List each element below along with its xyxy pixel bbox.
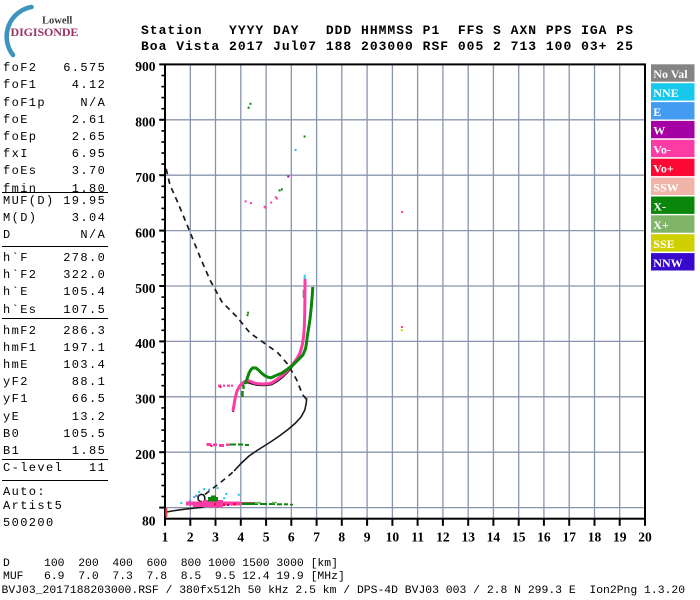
svg-text:12: 12 [436, 529, 450, 544]
svg-text:4: 4 [237, 529, 244, 544]
svg-text:8: 8 [338, 529, 345, 544]
svg-text:13: 13 [461, 529, 475, 544]
svg-text:9: 9 [364, 529, 371, 544]
svg-text:15: 15 [512, 529, 526, 544]
svg-text:10: 10 [386, 529, 400, 544]
svg-text:NNW: NNW [653, 256, 682, 270]
svg-text:18: 18 [588, 529, 602, 544]
svg-text:20: 20 [638, 529, 652, 544]
svg-text:5: 5 [263, 529, 270, 544]
svg-text:X+: X+ [653, 218, 669, 232]
svg-text:SSW: SSW [653, 180, 678, 194]
svg-text:700: 700 [135, 170, 156, 185]
svg-text:W: W [653, 124, 665, 138]
svg-text:11: 11 [411, 529, 424, 544]
svg-text:1: 1 [162, 529, 169, 544]
svg-text:900: 900 [135, 59, 156, 74]
svg-text:800: 800 [135, 115, 156, 130]
svg-text:16: 16 [537, 529, 551, 544]
svg-text:Lowell: Lowell [42, 16, 72, 27]
svg-text:No Val: No Val [653, 67, 688, 81]
svg-text:14: 14 [487, 529, 501, 544]
svg-text:SSE: SSE [653, 237, 674, 251]
svg-text:6: 6 [288, 529, 295, 544]
svg-text:3: 3 [212, 529, 219, 544]
svg-text:200: 200 [135, 447, 156, 462]
svg-text:E: E [653, 105, 661, 119]
svg-text:Vo-: Vo- [653, 143, 671, 157]
svg-text:80: 80 [142, 514, 156, 529]
svg-text:7: 7 [313, 529, 320, 544]
svg-text:17: 17 [562, 529, 576, 544]
svg-text:400: 400 [135, 336, 156, 351]
svg-text:2: 2 [187, 529, 194, 544]
svg-text:19: 19 [613, 529, 627, 544]
svg-text:Vo+: Vo+ [653, 162, 674, 176]
svg-text:X-: X- [653, 199, 666, 213]
svg-text:300: 300 [135, 392, 156, 407]
svg-text:600: 600 [135, 225, 156, 240]
svg-text:DIGISONDE: DIGISONDE [11, 25, 79, 39]
svg-text:500: 500 [135, 281, 156, 296]
svg-text:NNE: NNE [653, 86, 678, 100]
